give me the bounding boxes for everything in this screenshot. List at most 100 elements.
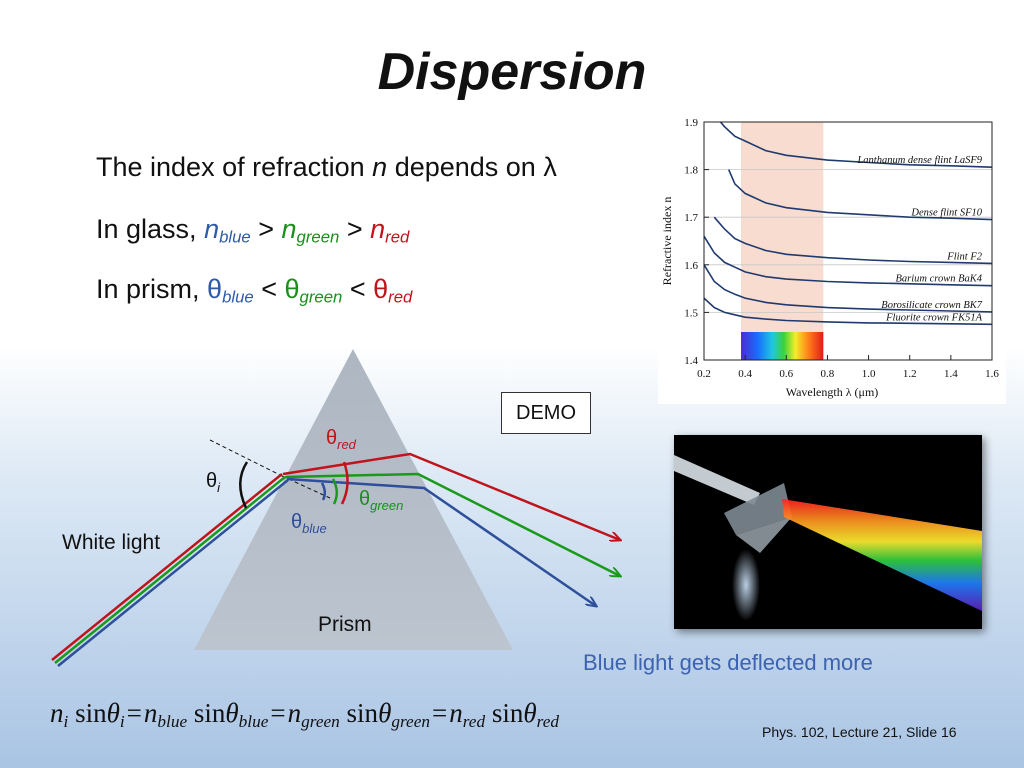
caption-blue-deflected: Blue light gets deflected more: [583, 650, 873, 675]
normal-line: [209, 439, 283, 477]
series-curve: [704, 297, 992, 326]
subscript-blue: blue: [219, 227, 251, 247]
symbol-theta-blue: θ: [207, 274, 223, 304]
y-tick-label: 1.5: [684, 307, 698, 319]
bullet-text: In prism,: [96, 274, 208, 304]
theta-blue-label: θblue: [291, 511, 327, 536]
snell-law-formula: ni sinθi=nblue sinθblue=ngreen sinθgreen…: [50, 698, 559, 732]
incident-ray-blue: [57, 479, 289, 667]
symbol-theta-red: θ: [373, 274, 389, 304]
formula-equals: =: [126, 698, 142, 728]
subscript-red: red: [388, 287, 413, 307]
formula-sub-red: red: [462, 712, 486, 732]
y-tick-label: 1.9: [684, 117, 698, 129]
angle-arc-blue: [320, 482, 326, 501]
formula-sin: sin: [193, 698, 226, 728]
bullet-text: In glass,: [96, 214, 205, 244]
formula-sub-green: green: [391, 712, 430, 732]
series-label: Borosilicate crown BK7: [881, 300, 982, 311]
theta-green-label: θgreen: [359, 488, 403, 513]
subscript-blue: blue: [222, 287, 254, 307]
chart-ticks: 0.2 0.4 0.6 0.8 1.0 1.2 1.4 1.6 1.4 1.5 1.6 1.7 1.8 1…: [684, 117, 999, 380]
formula-sin: sin: [346, 698, 379, 728]
theta-i-label: θi: [206, 470, 221, 495]
subscript-green: green: [296, 227, 340, 247]
formula-n: n: [143, 698, 158, 728]
series-label: Lanthanum dense flint LaSF9: [856, 155, 982, 166]
formula-theta: θ: [106, 698, 120, 728]
formula-sin: sin: [491, 698, 524, 728]
lt-sign: <: [253, 274, 285, 304]
green-ray: [284, 472, 620, 576]
symbol-n-red: n: [370, 214, 386, 244]
formula-theta: θ: [225, 698, 239, 728]
formula-sub-blue: blue: [157, 712, 188, 732]
bullet-index-depends-lambda: The index of refraction n depends on λ: [96, 152, 557, 183]
bullet-text: depends on λ: [387, 152, 557, 182]
x-tick-label: 1.2: [903, 368, 917, 380]
slide-footer: Phys. 102, Lecture 21, Slide 16: [762, 724, 957, 740]
demo-button[interactable]: DEMO: [501, 392, 591, 434]
symbol-theta-green: θ: [284, 274, 300, 304]
x-tick-label: 0.4: [738, 368, 752, 380]
white-light-label: White light: [62, 531, 160, 554]
angle-arc-red: [340, 461, 349, 505]
gt-sign: >: [250, 214, 282, 244]
x-tick-label: 0.6: [779, 368, 793, 380]
x-tick-label: 0.2: [697, 368, 711, 380]
bullet-prism-angle-order: In prism, θblue < θgreen < θred: [96, 274, 412, 308]
formula-sub-i: i: [63, 712, 69, 732]
formula-n: n: [50, 698, 64, 728]
lt-sign: <: [342, 274, 374, 304]
subscript-green: green: [299, 287, 343, 307]
refractive-index-chart: Lanthanum dense flint LaSF9 Dense flint S…: [658, 112, 1006, 404]
formula-sub-blue: blue: [238, 712, 269, 732]
series-curve: [713, 216, 992, 265]
y-tick-label: 1.8: [684, 165, 698, 177]
x-tick-label: 1.0: [862, 368, 876, 380]
series-label: Dense flint SF10: [910, 208, 982, 219]
x-tick-label: 1.4: [944, 368, 958, 380]
formula-theta: θ: [378, 698, 392, 728]
bullet-text: The index of refraction: [96, 152, 373, 182]
series-label: Barium crown BaK4: [895, 274, 982, 285]
series-label: Fluorite crown FK51A: [885, 312, 982, 323]
symbol-n: n: [372, 152, 388, 182]
formula-equals: =: [270, 698, 286, 728]
bullet-glass-index-order: In glass, nblue > ngreen > nred: [96, 214, 409, 248]
gt-sign: >: [339, 214, 371, 244]
formula-sub-green: green: [301, 712, 340, 732]
chart-curves: [704, 122, 992, 326]
x-tick-label: 0.8: [821, 368, 835, 380]
prism-label: Prism: [318, 613, 372, 636]
angle-arc-green: [331, 478, 338, 505]
prism-rainbow-photo: [674, 435, 982, 629]
formula-sin: sin: [75, 698, 107, 728]
slide-title: Dispersion: [377, 43, 647, 101]
series-label: Flint F2: [946, 251, 982, 262]
subscript-red: red: [385, 227, 410, 247]
red-ray: [282, 452, 620, 540]
series-curve: [719, 122, 992, 168]
x-tick-label: 1.6: [985, 368, 999, 380]
theta-red-label: θred: [326, 427, 357, 452]
blue-ray: [286, 477, 596, 606]
prism-diagram: θred θi θgreen θblue White light Prism: [51, 349, 660, 667]
formula-theta: θ: [523, 698, 537, 728]
formula-sub-i: i: [119, 712, 125, 732]
visible-spectrum-bar: [741, 332, 824, 360]
x-axis-label: Wavelength λ (μm): [786, 385, 879, 399]
series-curve: [704, 235, 992, 287]
symbol-n-blue: n: [204, 214, 220, 244]
incident-ray-green: [54, 476, 286, 664]
formula-n: n: [449, 698, 463, 728]
y-tick-label: 1.6: [684, 260, 698, 272]
prism-shape: [194, 349, 513, 650]
symbol-n-green: n: [281, 214, 297, 244]
series-labels: Lanthanum dense flint LaSF9 Dense flint S…: [856, 155, 982, 323]
formula-n: n: [287, 698, 302, 728]
series-curve: [704, 264, 992, 313]
formula-equals: =: [432, 698, 448, 728]
y-tick-label: 1.7: [684, 212, 698, 224]
angle-arc-incident: [239, 461, 249, 509]
